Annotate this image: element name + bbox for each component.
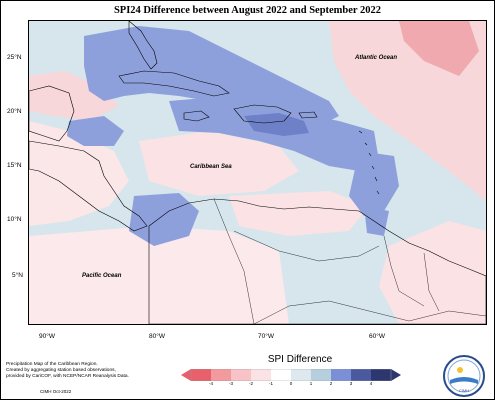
zone-west-pink bbox=[29, 121, 129, 226]
footer-note: Precipitation Map of the Caribbean Regio… bbox=[6, 362, 186, 380]
cimh-logo: CIMH bbox=[443, 355, 485, 397]
lon-label-90w: 90°W bbox=[39, 333, 55, 340]
south-america-coast bbox=[148, 198, 486, 324]
legend-cell bbox=[311, 369, 332, 381]
zone-hispaniola-dark-blue bbox=[244, 113, 309, 136]
legend-colorbar bbox=[181, 369, 401, 381]
zone-trinidad-blue bbox=[364, 206, 389, 236]
lon-label-80w: 80°W bbox=[149, 333, 165, 340]
legend-cell bbox=[251, 369, 272, 381]
legend-tick-label: 2 bbox=[329, 381, 333, 386]
map-title: SPI24 Difference between August 2022 and… bbox=[113, 5, 382, 16]
zone-gulf-pink bbox=[29, 71, 119, 121]
lat-label-5n: 5°N bbox=[12, 272, 23, 279]
zone-guiana-pink bbox=[379, 221, 486, 324]
zone-bahamas-blue bbox=[84, 26, 339, 126]
lat-label-15n: 15°N bbox=[7, 162, 22, 169]
legend-cell bbox=[271, 369, 292, 381]
hispaniola-coast bbox=[233, 104, 292, 124]
guyana-border bbox=[383, 235, 425, 307]
legend-tick-label: -2 bbox=[248, 381, 254, 386]
legend-cell bbox=[291, 369, 312, 381]
zone-honduras-blue bbox=[67, 116, 124, 146]
zone-pacific-pink bbox=[29, 226, 289, 324]
legend-arrow-right bbox=[391, 369, 401, 381]
legend-cell bbox=[211, 369, 232, 381]
colombia-border bbox=[213, 198, 255, 324]
legend-tick-label: -4 bbox=[208, 381, 214, 386]
jamaica-coast bbox=[183, 110, 210, 122]
footer-date: CIMH Oct-2022 bbox=[40, 389, 72, 394]
central-america-coast bbox=[29, 140, 148, 232]
legend-arrow-left bbox=[181, 369, 191, 381]
legend-cell bbox=[331, 369, 352, 381]
country-borders bbox=[213, 198, 486, 324]
venezuela-border bbox=[233, 230, 380, 262]
lat-label-20n: 20°N bbox=[7, 108, 22, 115]
zone-lesser-antilles-blue bbox=[349, 151, 399, 216]
footer-line-1: Precipitation Map of the Caribbean Regio… bbox=[6, 362, 98, 367]
footer-line-3: provided by CariCOF, with NCEP/NCAR Rean… bbox=[6, 374, 129, 379]
lon-label-60w: 60°W bbox=[369, 333, 385, 340]
zone-atlantic-dark-pink bbox=[399, 21, 479, 76]
lesser-antilles-coast bbox=[358, 130, 380, 195]
brazil-border bbox=[253, 300, 486, 324]
legend-tick-label: -1 bbox=[268, 381, 274, 386]
footer-line-2: Created by aggregating station based obs… bbox=[6, 368, 116, 373]
legend-cell bbox=[191, 369, 212, 381]
lat-label-25n: 25°N bbox=[7, 54, 22, 61]
legend-title: SPI Difference bbox=[267, 354, 333, 365]
pacific-ocean-label: Pacific Ocean bbox=[82, 273, 122, 279]
legend-tick-label: 0 bbox=[289, 381, 293, 386]
map-frame[interactable] bbox=[28, 20, 487, 325]
legend-cell bbox=[371, 369, 392, 381]
lon-label-70w: 70°W bbox=[258, 333, 274, 340]
cuba-coast bbox=[118, 70, 230, 97]
zone-venezuela-pink bbox=[229, 191, 369, 236]
legend-tick-label: 4 bbox=[369, 381, 373, 386]
legend-tick-label: -3 bbox=[228, 381, 234, 386]
spi-difference-map bbox=[29, 21, 486, 324]
legend-tick-label: 3 bbox=[349, 381, 353, 386]
caribbean-sea-label: Caribbean Sea bbox=[190, 164, 232, 170]
yucatan-coast bbox=[29, 85, 75, 142]
puerto-rico-coast bbox=[298, 111, 318, 119]
florida-coast bbox=[128, 21, 158, 70]
coastlines bbox=[29, 21, 486, 324]
atlantic-ocean-label: Atlantic Ocean bbox=[355, 55, 398, 61]
lat-label-10n: 10°N bbox=[7, 216, 22, 223]
zone-central-pink bbox=[139, 131, 299, 196]
suriname-border bbox=[423, 252, 440, 312]
legend-tick-label: 1 bbox=[309, 381, 313, 386]
logo-text: CIMH bbox=[459, 388, 469, 393]
legend-cell bbox=[231, 369, 252, 381]
legend-cell bbox=[351, 369, 372, 381]
